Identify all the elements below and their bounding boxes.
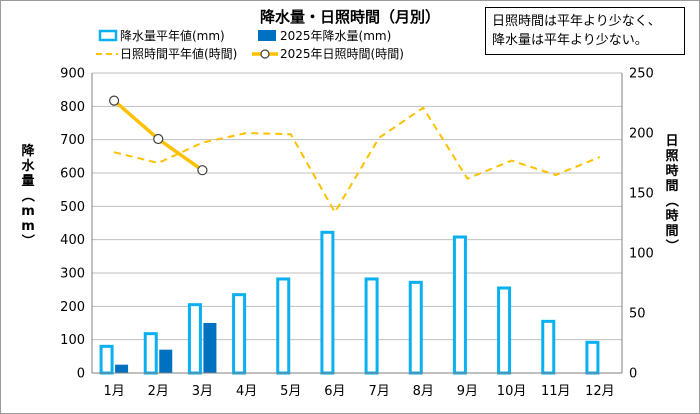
x-tick-label: 3月 (192, 384, 213, 399)
left-tick-label: 100 (60, 333, 85, 348)
legend-label: 日照時間平年値(時間) (120, 46, 237, 61)
right-axis-title-char: ） (664, 239, 680, 252)
line-group (108, 95, 601, 215)
x-tick-label: 8月 (413, 384, 434, 399)
right-axis-title-char: （ (664, 194, 680, 207)
left-axis-title-char: （ (20, 189, 36, 202)
bar-normal-precip (99, 344, 114, 375)
right-tick-label: 100 (629, 247, 654, 262)
bar-normal-precip (452, 235, 467, 375)
bar-normal-precip (320, 230, 335, 375)
bar-2025-precip (115, 364, 129, 373)
right-axis-title-char: 時 (665, 163, 678, 179)
axes: 0 100 200 300 400 500 600 700 800 900 0 50 100 150 200… (20, 67, 680, 400)
line-normal-sunshine (113, 106, 601, 215)
left-axis-title-char: m (21, 204, 35, 219)
right-axis-title-char: 間 (665, 224, 678, 239)
legend-label: 降水量平年値(mm) (120, 28, 225, 43)
left-axis-title-char: ） (20, 234, 36, 247)
left-axis-title-char: 降 (21, 143, 35, 159)
right-tick-label: 150 (629, 187, 654, 202)
right-axis-title-char: 日 (665, 134, 678, 149)
annotation-box: 日照時間は平年より少なく、 降水量は平年より少ない。 (485, 7, 685, 55)
left-axis-title-char: 水 (21, 158, 35, 174)
x-tick-label: 9月 (457, 384, 478, 399)
left-tick-label: 500 (60, 200, 85, 215)
x-tick-label: 5月 (280, 384, 301, 399)
bar-normal-precip (276, 277, 291, 375)
point-2025-sunshine (153, 133, 164, 145)
right-tick-label: 200 (629, 127, 654, 142)
legend-label: 2025年降水量(mm) (280, 29, 391, 43)
left-tick-label: 0 (77, 367, 85, 382)
bar-normal-precip (232, 293, 247, 375)
left-tick-label: 400 (60, 233, 85, 248)
bar-2025-precip (159, 349, 173, 373)
left-axis-title-char: 量 (21, 174, 34, 189)
legend-marker (260, 49, 270, 59)
legend: 降水量平年値(mm) 2025年降水量(mm) 日照時間平年値(時間) 2025年日照… (96, 28, 404, 61)
x-tick-label: 4月 (236, 384, 257, 399)
legend-swatch-2025-precip (258, 30, 276, 41)
bar-2025-precip (203, 323, 217, 373)
x-tick-label: 2月 (148, 384, 169, 399)
right-axis-title-char: 時 (665, 208, 678, 224)
right-tick-label: 250 (629, 67, 654, 82)
left-tick-label: 600 (60, 167, 85, 182)
legend-label: 2025年日照時間(時間) (280, 47, 404, 61)
right-tick-label: 0 (629, 367, 637, 382)
bar-normal-precip (585, 340, 600, 375)
bar-normal-precip (541, 319, 556, 375)
x-tick-label: 10月 (497, 384, 527, 399)
left-tick-label: 200 (60, 300, 85, 315)
right-axis-title-char: 間 (665, 179, 678, 194)
point-2025-sunshine (197, 165, 208, 176)
x-tick-label: 7月 (368, 384, 389, 399)
x-tick-label: 1月 (103, 384, 124, 399)
right-axis-title-char: 照 (665, 149, 678, 164)
bar-normal-precip (497, 286, 512, 375)
bar-normal-precip (143, 332, 158, 375)
x-tick-label: 6月 (324, 384, 345, 399)
bar-group (99, 230, 600, 375)
bar-normal-precip (408, 280, 423, 375)
x-tick-label: 11月 (541, 384, 571, 399)
annotation-line: 降水量は平年より少ない。 (492, 33, 648, 48)
left-tick-label: 700 (60, 133, 85, 148)
bar-normal-precip (364, 277, 379, 375)
left-axis-title-char: m (21, 219, 35, 234)
point-2025-sunshine (108, 95, 120, 106)
right-tick-label: 50 (629, 307, 646, 322)
left-tick-label: 800 (60, 100, 85, 115)
left-tick-label: 900 (60, 67, 85, 82)
x-tick-label: 12月 (585, 384, 615, 399)
chart-title: 降水量・日照時間（月別） (259, 8, 440, 26)
legend-swatch-normal-precip (98, 29, 118, 42)
left-tick-label: 300 (60, 267, 85, 282)
bar-normal-precip (187, 303, 202, 375)
annotation-line: 日照時間は平年より少なく、 (492, 14, 661, 29)
